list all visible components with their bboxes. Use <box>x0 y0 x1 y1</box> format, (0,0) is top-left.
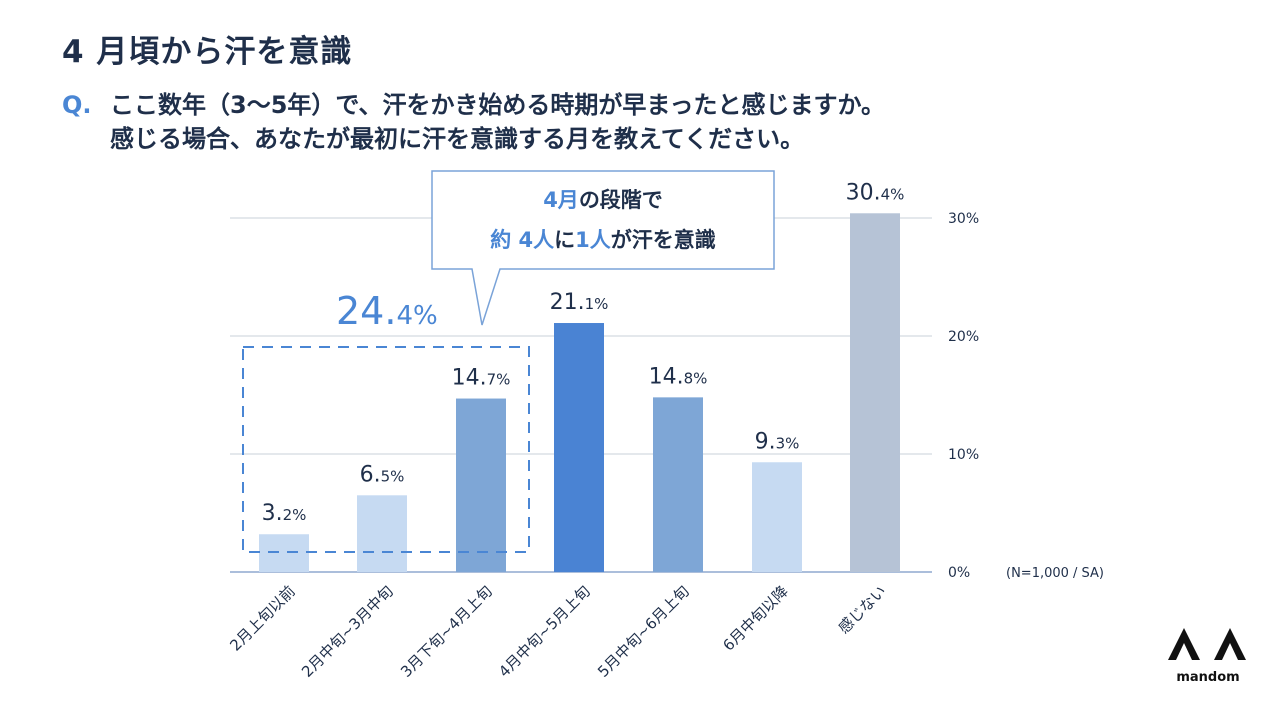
bar <box>259 534 309 572</box>
mandom-logo-icon <box>1168 628 1246 660</box>
bar <box>850 213 900 572</box>
question-line-1-text: ここ数年（3～5年）で、汗をかき始める時期が早まったと感じますか。 <box>110 91 885 119</box>
question-line-2: 感じる場合、あなたが最初に汗を意識する月を教えてください。 <box>110 125 805 153</box>
y-tick-label: 20% <box>948 329 979 345</box>
y-tick-label: 30% <box>948 211 979 227</box>
x-tick-label: 5月中旬~6月上旬 <box>594 582 693 681</box>
x-tick-label: 感じない <box>835 582 890 637</box>
data-label: 6.5% <box>360 462 405 487</box>
data-label: 14.7% <box>452 366 511 391</box>
page-title: 4 月頃から汗を意識 <box>62 34 353 70</box>
data-label: 30.4% <box>846 180 905 205</box>
highlight-total-label: 24.4% <box>336 289 438 333</box>
y-tick-label: 0% <box>948 565 970 581</box>
data-label: 14.8% <box>649 364 708 389</box>
callout-box <box>431 170 775 326</box>
x-tick-label: 2月中旬~3月中旬 <box>298 582 397 681</box>
callout-line-2: 約 4人に1人が汗を意識 <box>490 228 716 252</box>
callout-line-1: 4月の段階で <box>543 188 663 212</box>
question-mark: Q. <box>62 91 92 119</box>
bar <box>554 323 604 572</box>
x-tick-label: 3月下旬~4月上旬 <box>397 582 496 681</box>
bar <box>357 495 407 572</box>
x-tick-label: 4月中旬~5月上旬 <box>495 582 594 681</box>
x-tick-label: 6月中旬以降 <box>719 582 792 655</box>
x-tick-label: 2月上旬以前 <box>226 582 299 655</box>
question-text: Q. ここ数年（3～5年）で、汗をかき始める時期が早まったと感じますか。 感じる場… <box>62 88 885 156</box>
highlight-box <box>242 346 530 553</box>
bar <box>752 462 802 572</box>
bar <box>653 397 703 572</box>
data-label: 21.1% <box>550 290 609 315</box>
logo-text: mandom <box>1176 670 1240 685</box>
bar <box>456 398 506 572</box>
data-label: 3.2% <box>262 501 307 526</box>
y-tick-label: 10% <box>948 447 979 463</box>
data-label: 9.3% <box>755 429 800 454</box>
question-line-1: Q. ここ数年（3～5年）で、汗をかき始める時期が早まったと感じますか。 <box>62 88 885 122</box>
brand-logo: mandom <box>1166 626 1250 685</box>
sample-note: (N=1,000 / SA) <box>1006 566 1104 581</box>
